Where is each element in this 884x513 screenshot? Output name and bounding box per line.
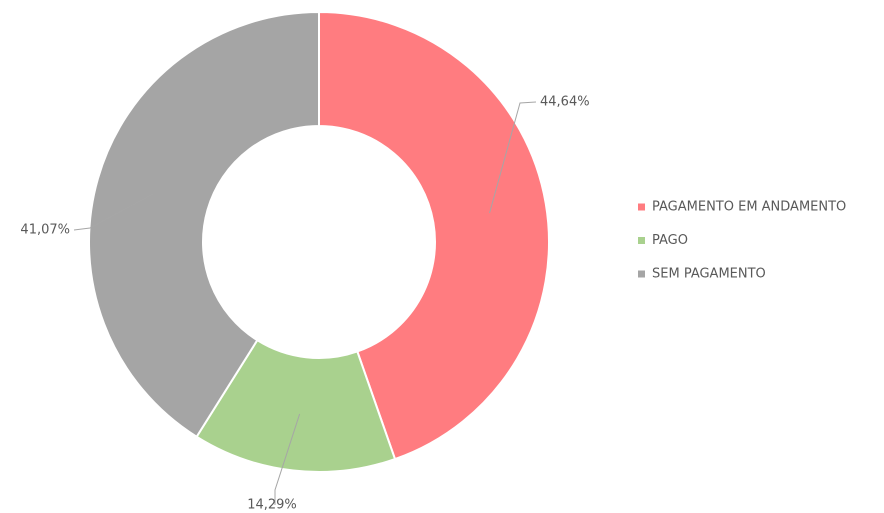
donut-slice [88, 10, 320, 439]
legend-swatch [638, 237, 645, 244]
data-label: 41,07% [20, 223, 70, 238]
legend-swatch [638, 270, 645, 278]
leader-line [73, 193, 154, 231]
leader-line [274, 413, 301, 505]
data-label: 44,64% [540, 95, 590, 110]
legend-label: PAGO [652, 233, 688, 248]
legend-label: SEM PAGAMENTO [652, 267, 766, 282]
leader-line [489, 101, 537, 214]
legend-swatch [638, 203, 645, 211]
donut-slice [318, 10, 550, 461]
legend-label: PAGAMENTO EM ANDAMENTO [652, 200, 846, 215]
data-label: 14,29% [247, 498, 297, 513]
donut-slice [195, 338, 397, 473]
